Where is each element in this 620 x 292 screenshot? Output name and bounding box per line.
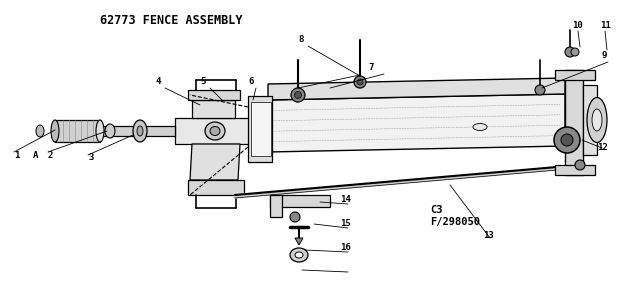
Polygon shape — [188, 90, 240, 100]
Circle shape — [554, 127, 580, 153]
Polygon shape — [295, 238, 303, 245]
Polygon shape — [80, 126, 175, 136]
Text: 1: 1 — [14, 150, 19, 159]
Text: 16: 16 — [340, 244, 351, 253]
Ellipse shape — [290, 248, 308, 262]
Text: 8: 8 — [298, 36, 303, 44]
Text: 14: 14 — [340, 196, 351, 204]
Text: 62773 FENCE ASSEMBLY: 62773 FENCE ASSEMBLY — [100, 14, 242, 27]
Text: 5: 5 — [200, 77, 205, 86]
Ellipse shape — [36, 125, 44, 137]
Circle shape — [291, 88, 305, 102]
Polygon shape — [190, 144, 240, 180]
Ellipse shape — [473, 124, 487, 131]
Text: 3: 3 — [88, 154, 94, 163]
Text: 10: 10 — [572, 20, 583, 29]
Text: 2: 2 — [48, 150, 53, 159]
Ellipse shape — [295, 252, 303, 258]
Ellipse shape — [592, 109, 602, 131]
Text: 13: 13 — [483, 230, 494, 239]
Ellipse shape — [137, 126, 143, 136]
Polygon shape — [188, 180, 244, 195]
Ellipse shape — [210, 126, 220, 135]
Ellipse shape — [205, 122, 225, 140]
Circle shape — [535, 85, 545, 95]
Polygon shape — [270, 195, 282, 217]
Circle shape — [571, 48, 579, 56]
Polygon shape — [555, 70, 595, 80]
Text: 4: 4 — [155, 77, 161, 86]
Text: 9: 9 — [602, 51, 608, 60]
Circle shape — [561, 134, 573, 146]
Polygon shape — [251, 102, 271, 156]
Polygon shape — [175, 118, 252, 144]
Text: 15: 15 — [340, 220, 351, 229]
Polygon shape — [555, 165, 595, 175]
Circle shape — [565, 47, 575, 57]
Polygon shape — [248, 96, 272, 162]
Circle shape — [357, 79, 363, 85]
Circle shape — [294, 91, 301, 98]
Polygon shape — [565, 70, 583, 175]
Text: 11: 11 — [600, 20, 611, 29]
Ellipse shape — [133, 120, 147, 142]
Text: 12: 12 — [597, 143, 608, 152]
Polygon shape — [268, 94, 565, 152]
Ellipse shape — [587, 98, 607, 142]
Circle shape — [290, 212, 300, 222]
Ellipse shape — [105, 124, 115, 138]
Polygon shape — [268, 78, 565, 100]
Polygon shape — [583, 85, 597, 155]
Circle shape — [575, 160, 585, 170]
Text: 6: 6 — [248, 77, 254, 86]
Text: C3
F/298050: C3 F/298050 — [430, 205, 480, 227]
Ellipse shape — [51, 120, 59, 142]
Circle shape — [354, 76, 366, 88]
Text: A: A — [33, 150, 38, 159]
Polygon shape — [192, 100, 235, 118]
Text: 7: 7 — [368, 63, 373, 72]
Polygon shape — [270, 195, 330, 207]
Polygon shape — [55, 120, 100, 142]
Ellipse shape — [96, 120, 104, 142]
